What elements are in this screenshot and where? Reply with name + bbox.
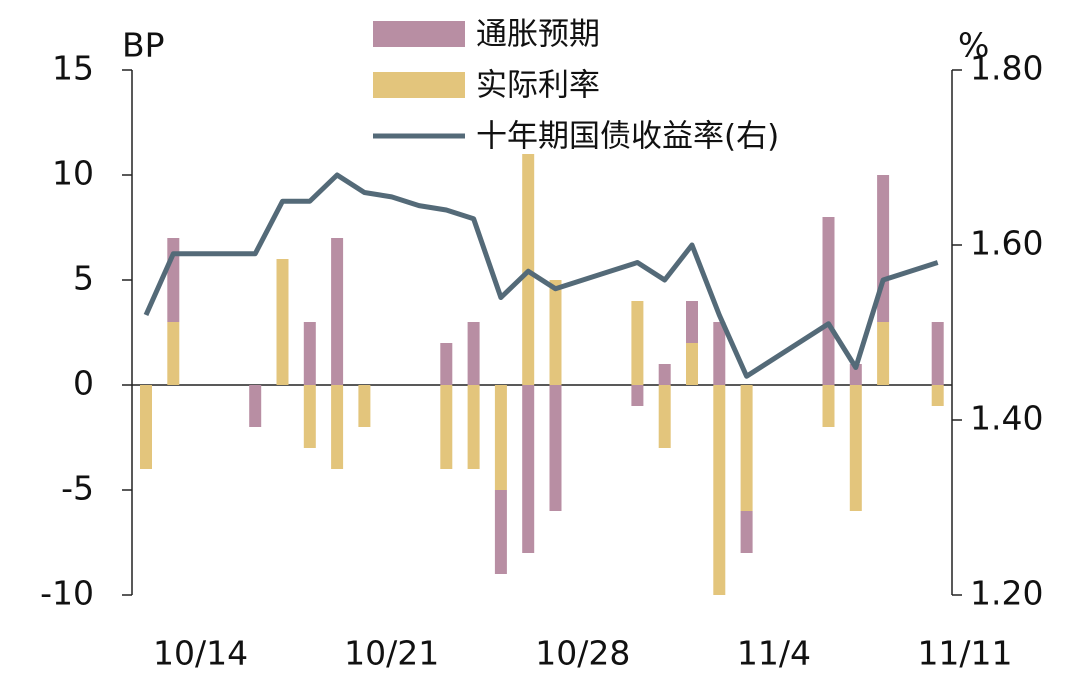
bar (631, 385, 644, 406)
x-tick-label: 10/14 (153, 634, 248, 673)
legend-label: 实际利率 (476, 68, 600, 104)
bar (467, 385, 480, 469)
x-tick-label: 11/4 (737, 634, 811, 673)
bar (686, 343, 698, 385)
bar (276, 259, 289, 385)
x-tick-label: 10/21 (344, 634, 439, 673)
legend-swatch (373, 72, 465, 98)
bar (713, 322, 726, 385)
bar (167, 238, 180, 322)
x-tick-label: 11/11 (917, 634, 1012, 673)
legend-label: 通胀预期 (476, 17, 600, 53)
line (143, 172, 939, 379)
bar (494, 385, 507, 490)
bar (549, 280, 562, 385)
bar (658, 385, 671, 448)
y-tick-label: -5 (61, 469, 94, 508)
bar (931, 322, 944, 385)
y2-axis-label: % (958, 26, 989, 65)
x-tick-label: 10/28 (535, 634, 630, 673)
y-axis-label: BP (122, 26, 165, 65)
y-tick-label: 5 (73, 259, 94, 298)
y2-tick-label: 1.80 (970, 49, 1043, 88)
bar (494, 490, 507, 574)
bar (303, 385, 316, 448)
bar (740, 511, 753, 553)
bar (931, 385, 944, 406)
bar (713, 385, 726, 595)
legend-label: 十年期国债收益率(右) (476, 119, 779, 155)
bar (167, 322, 180, 385)
y-tick-label: 15 (52, 49, 94, 88)
bar (140, 385, 152, 469)
bar (740, 385, 753, 511)
bar (877, 322, 890, 385)
y2-tick-label: 1.20 (970, 574, 1043, 613)
bar (331, 385, 344, 469)
bar (467, 322, 480, 385)
bar (440, 343, 453, 385)
bar (249, 385, 262, 427)
bar (303, 322, 316, 385)
bar (522, 385, 535, 553)
y-tick-label: 0 (73, 364, 94, 403)
y-tick-label: 10 (52, 154, 94, 193)
bar (549, 385, 562, 511)
bar (849, 385, 862, 511)
legend-swatch (373, 21, 465, 47)
bar (658, 364, 671, 385)
bar (822, 217, 835, 385)
bar (440, 385, 453, 469)
y2-tick-label: 1.60 (970, 224, 1043, 263)
bar (331, 238, 344, 385)
y2-tick-label: 1.40 (970, 399, 1043, 438)
bar (849, 364, 862, 385)
bar (631, 301, 644, 385)
bar (686, 301, 698, 343)
bar (822, 385, 835, 427)
y-tick-label: -10 (40, 574, 94, 613)
bar (358, 385, 371, 427)
